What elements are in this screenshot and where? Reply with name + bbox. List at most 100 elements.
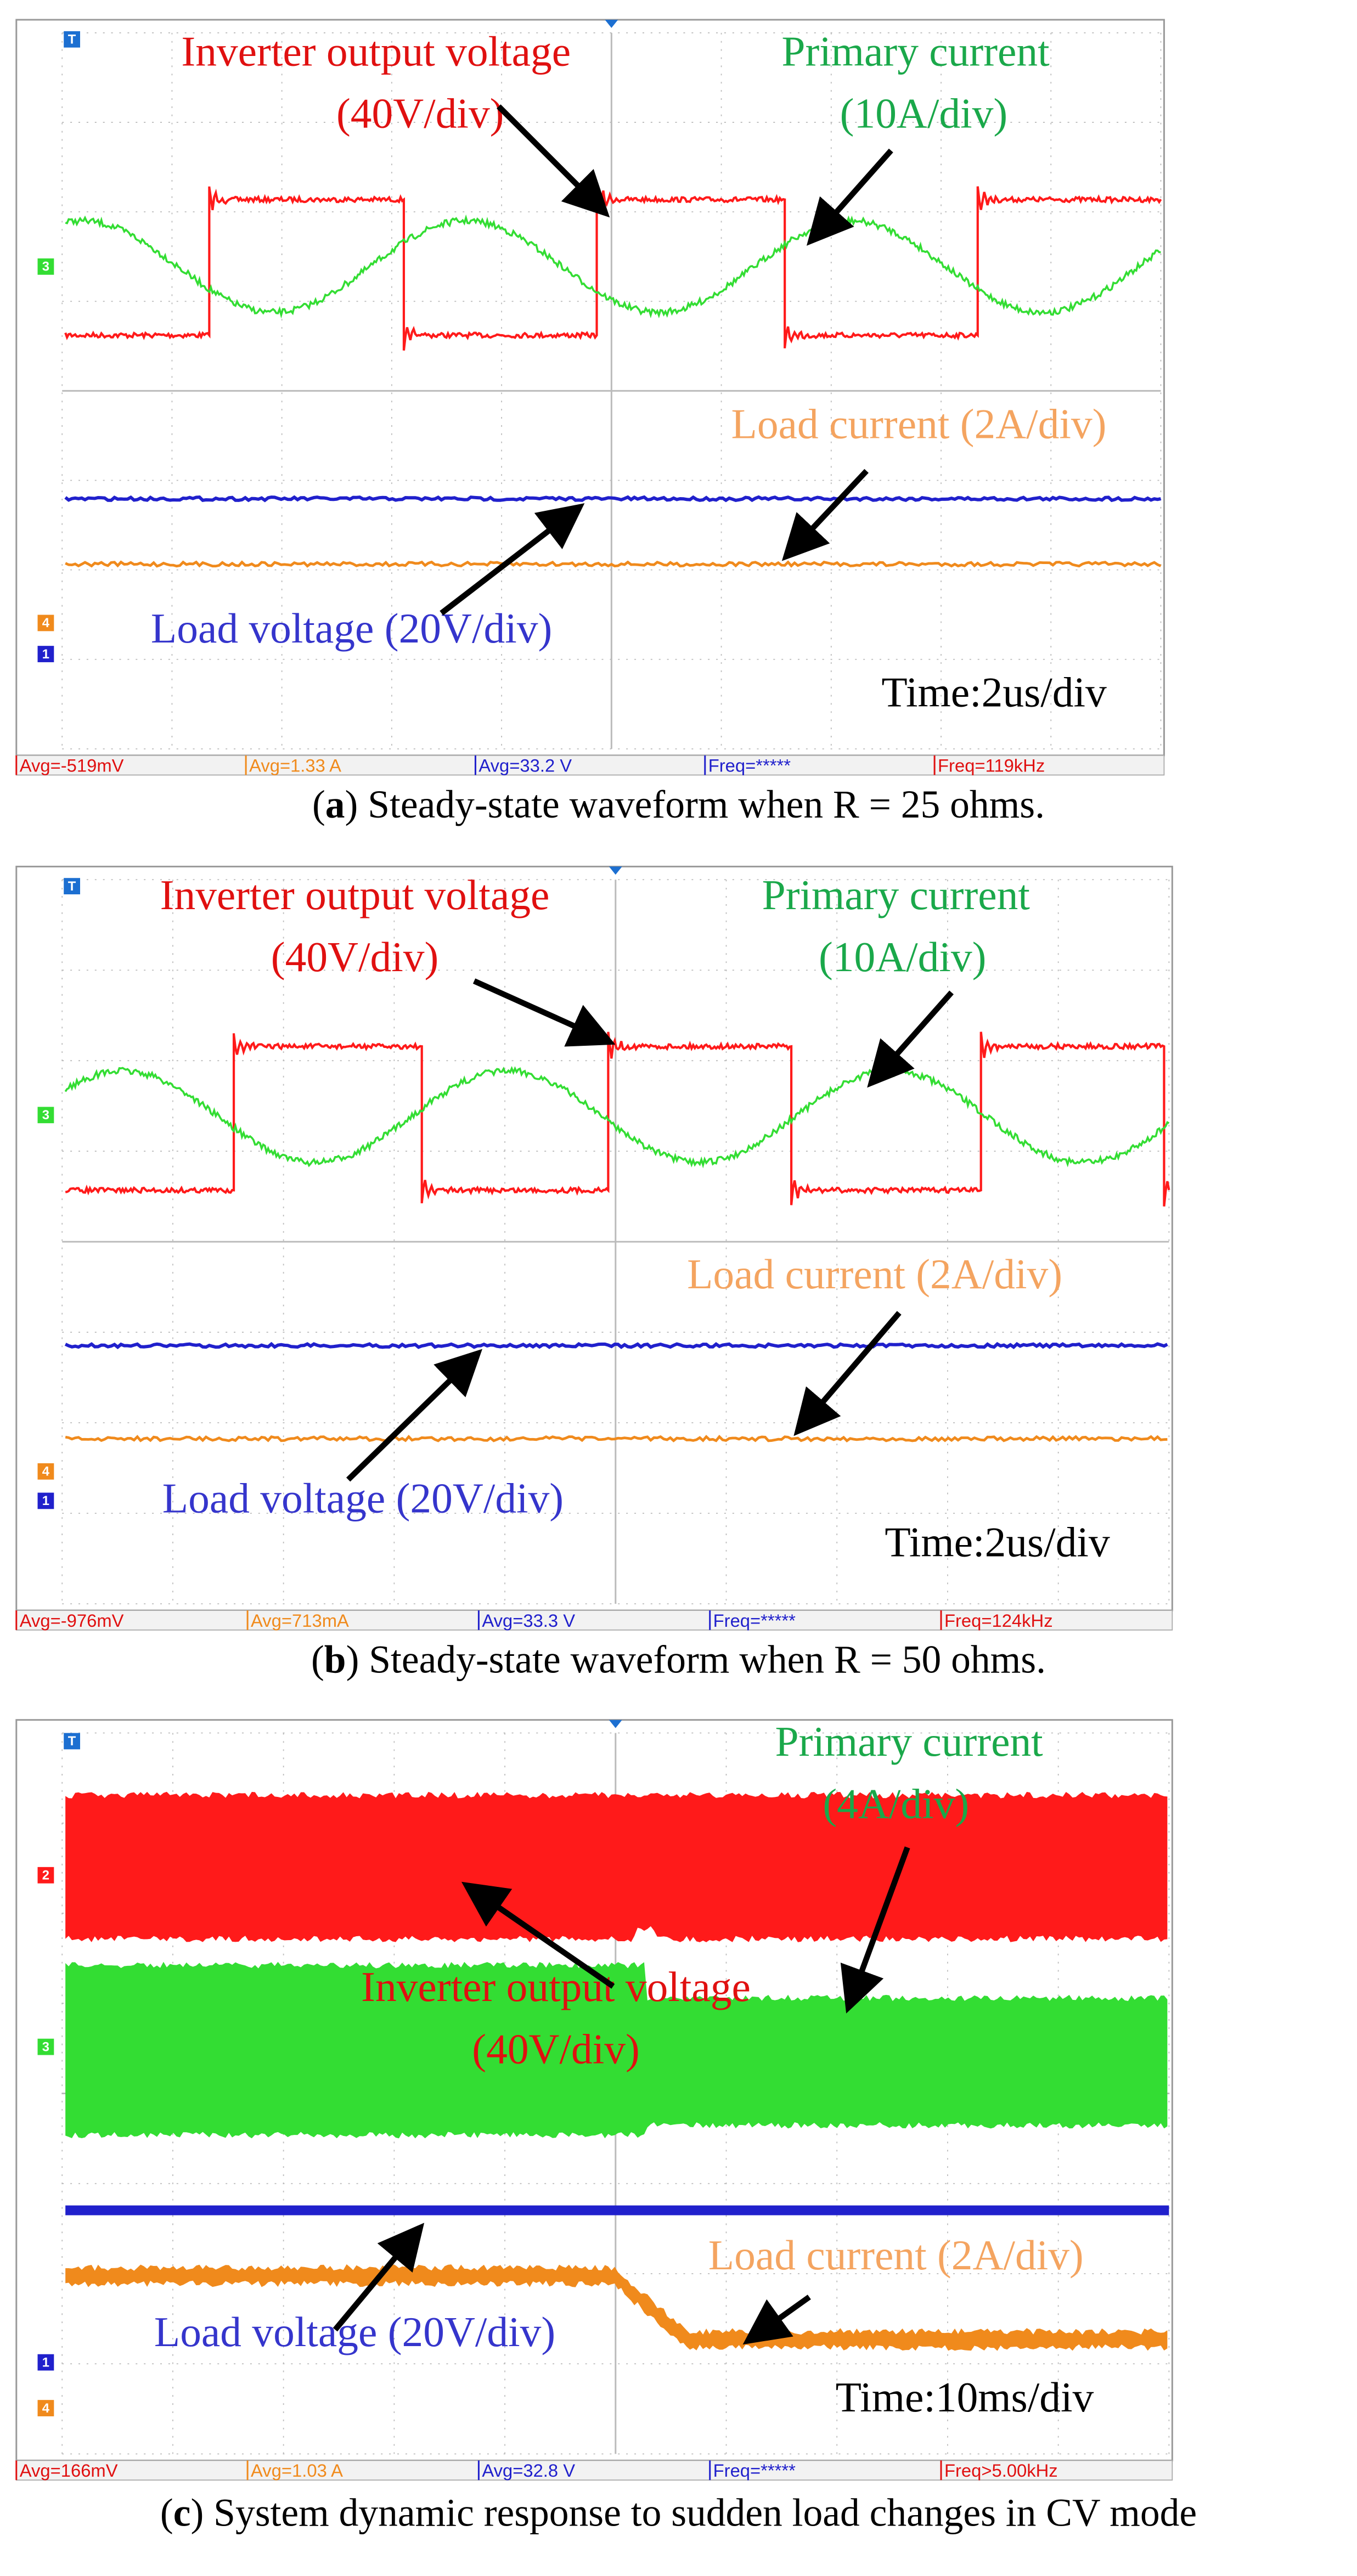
status-reading: Avg=-519mV: [20, 756, 124, 776]
trace-label: Inverter output voltage: [160, 871, 550, 918]
trace-label: Load voltage (20V/div): [162, 1474, 564, 1521]
channel-marker: [37, 2038, 54, 2055]
caption-letter: a: [325, 783, 345, 826]
arrow: [793, 1311, 902, 1436]
trace-label: Time:2us/div: [881, 668, 1107, 715]
channel-marker: [37, 1107, 54, 1124]
caption-text: ) Steady-state waveform when R = 50 ohms…: [346, 1638, 1046, 1681]
arrow: [497, 104, 610, 218]
status-reading: Avg=1.03 A: [251, 2460, 343, 2481]
caption-open: (: [311, 1638, 324, 1681]
arrow: [346, 1349, 483, 1482]
status-reading: Freq=*****: [713, 1610, 796, 1631]
trace-label: (40V/div): [271, 933, 438, 980]
trace-label: Primary current: [775, 1718, 1044, 1765]
trace-label: (10A/div): [819, 933, 986, 980]
load-current-trace: [65, 1434, 1168, 1442]
status-reading: Avg=33.3 V: [482, 1610, 575, 1631]
trace-label: (40V/div): [472, 2025, 639, 2072]
caption-text: ) System dynamic response to sudden load…: [190, 2492, 1197, 2535]
channel-marker-label: T: [68, 1734, 76, 1749]
scope-screen: [15, 865, 1173, 1611]
status-reading: Avg=713mA: [251, 1610, 349, 1631]
load-voltage-trace: [64, 495, 1162, 503]
trace-label: Primary current: [781, 27, 1050, 75]
load-voltage-trace: [65, 2205, 1169, 2216]
arrow: [333, 2223, 425, 2332]
channel-marker-label: 4: [42, 1464, 50, 1479]
channel-marker-label: 3: [42, 260, 49, 274]
arrow: [472, 978, 616, 1047]
trigger-marker: [609, 1720, 622, 1728]
trace-label: Load voltage (20V/div): [154, 2308, 555, 2355]
trace-label: Load current (2A/div): [731, 401, 1107, 448]
load-current-trace: [65, 2264, 1168, 2351]
channel-marker: [37, 615, 54, 632]
caption-open: (: [160, 2492, 173, 2535]
status-reading: Freq=124kHz: [944, 1610, 1053, 1631]
channel-marker: [64, 878, 80, 895]
status-reading: Freq>5.00kHz: [944, 2460, 1058, 2481]
channel-marker: [64, 31, 80, 48]
channel-marker-label: 2: [42, 1868, 49, 1883]
primary-current-trace: [64, 1065, 1170, 1169]
channel-marker-label: 4: [42, 2401, 50, 2416]
trace-label: Time:10ms/div: [836, 2374, 1094, 2421]
channel-marker: [37, 1492, 54, 1509]
channel-marker-label: 3: [42, 1108, 49, 1123]
status-bar: [15, 1610, 1173, 1631]
status-reading: Avg=1.33 A: [249, 756, 341, 776]
scope-screen: [15, 19, 1165, 757]
primary-current-trace: [65, 1961, 1168, 2139]
caption-text: ) Steady-state waveform when R = 25 ohms…: [345, 783, 1045, 826]
arrow: [440, 503, 585, 616]
trace-label: (4A/div): [823, 1780, 969, 1827]
inverter-voltage-trace: [64, 185, 1162, 351]
scope-panel: T 3 4 1 Inverter output voltage (40V/div) Prim…: [15, 19, 1165, 826]
trigger-marker: [609, 866, 622, 875]
channel-marker-label: 1: [42, 2355, 49, 2370]
status-reading: Avg=-976mV: [20, 1610, 124, 1631]
channel-marker: [37, 258, 54, 275]
primary-current-trace: [65, 214, 1161, 319]
status-bar: [15, 754, 1165, 776]
channel-marker: [37, 2400, 54, 2416]
trace-label: Load current (2A/div): [708, 2231, 1084, 2279]
arrow: [461, 1881, 615, 1989]
channel-marker-label: 4: [42, 616, 50, 630]
channel-marker-label: T: [68, 32, 76, 47]
trace-label: (40V/div): [336, 90, 504, 137]
trace-label: Time:2us/div: [885, 1519, 1110, 1566]
caption: (a) Steady-state waveform when R = 25 oh…: [312, 783, 1045, 826]
channel-marker-label: 1: [42, 647, 49, 662]
status-reading: Freq=*****: [708, 756, 791, 776]
trigger-marker: [605, 19, 618, 28]
status-reading: Avg=32.8 V: [482, 2460, 575, 2481]
trace-label: (10A/div): [840, 90, 1007, 137]
scope-panel: T 3 4 1 Inverter output voltage (40V/div) Prim…: [15, 865, 1173, 1681]
status-reading: Avg=33.2 V: [478, 756, 572, 776]
load-voltage-trace: [64, 1341, 1168, 1350]
inverter-voltage-trace: [65, 1791, 1168, 1942]
channel-marker-label: T: [68, 879, 76, 894]
status-reading: Avg=166mV: [20, 2460, 118, 2481]
arrow: [840, 1846, 910, 2014]
caption: (b) Steady-state waveform when R = 50 oh…: [311, 1638, 1046, 1681]
arrow: [742, 2295, 811, 2345]
status-bar: [15, 2460, 1173, 2481]
channel-marker: [37, 646, 54, 662]
inverter-voltage-trace: [65, 1031, 1170, 1207]
status-reading: Freq=119kHz: [938, 756, 1045, 776]
load-current-trace: [65, 560, 1162, 568]
status-reading: Freq=*****: [713, 2460, 796, 2481]
trace-label: Load voltage (20V/div): [151, 605, 552, 652]
channel-marker: [37, 1463, 54, 1480]
channel-marker-label: 1: [42, 1493, 49, 1508]
caption-letter: c: [173, 2492, 191, 2535]
channel-marker: [37, 1867, 54, 1884]
caption: (c) System dynamic response to sudden lo…: [160, 2492, 1197, 2535]
trace-label: Load current (2A/div): [687, 1250, 1062, 1298]
caption-letter: b: [324, 1638, 346, 1681]
